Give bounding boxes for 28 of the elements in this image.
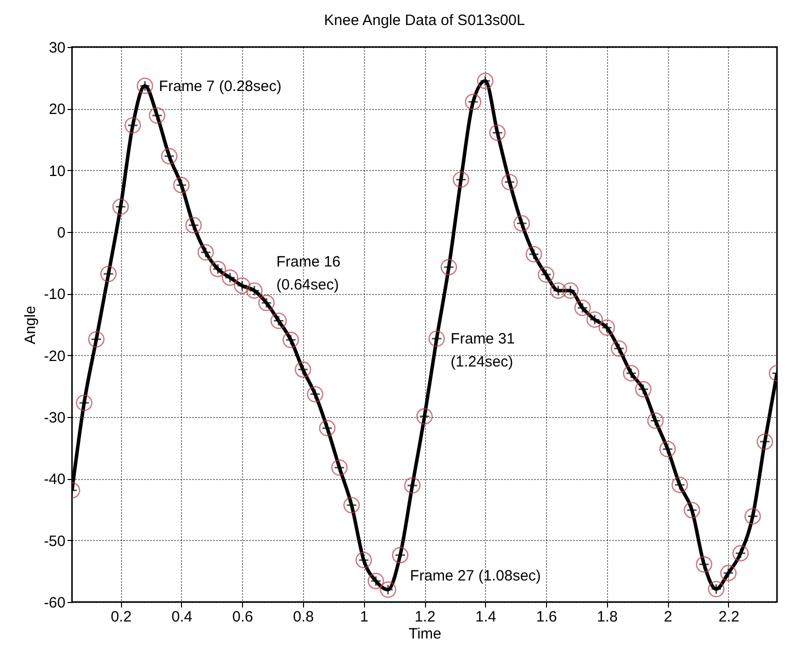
x-tick-label: 2.2 — [718, 608, 740, 626]
x-tick-label: 1.8 — [596, 608, 618, 626]
y-tick-label: -50 — [44, 532, 66, 550]
annotation: Frame 31 (1.24sec) — [450, 330, 515, 371]
x-tick-label: 0.8 — [293, 608, 314, 626]
annotation: Frame 27 (1.08sec) — [410, 568, 541, 585]
x-tick-label: 1.2 — [414, 608, 436, 626]
x-tick-label: 2 — [664, 608, 672, 626]
x-axis-title: Time — [408, 626, 442, 642]
y-tick-label: 30 — [48, 40, 66, 56]
y-tick-label: -30 — [44, 410, 66, 426]
y-axis-title: Angle — [22, 306, 39, 344]
y-tick-label: -40 — [44, 471, 66, 488]
x-tick-label: 0.6 — [232, 608, 254, 626]
chart-title: Knee Angle Data of S013s00L — [324, 12, 525, 29]
annotation: Frame 16 (0.64sec) — [276, 254, 341, 294]
x-tick-label: 1.4 — [475, 608, 496, 626]
y-tick-label: -60 — [44, 594, 66, 612]
x-tick-label: 1 — [360, 608, 368, 626]
y-tick-label: 0 — [57, 224, 66, 242]
y-tick-label: -20 — [44, 348, 66, 365]
y-tick-label: 20 — [48, 101, 66, 118]
x-tick-label: 1.6 — [536, 608, 557, 626]
x-tick-label: 0.4 — [171, 608, 192, 626]
annotation: Frame 7 (0.28sec) — [158, 78, 282, 95]
y-tick-label: -10 — [44, 286, 66, 304]
x-tick-label: 0.2 — [110, 608, 132, 626]
y-tick-label: 10 — [48, 162, 66, 180]
